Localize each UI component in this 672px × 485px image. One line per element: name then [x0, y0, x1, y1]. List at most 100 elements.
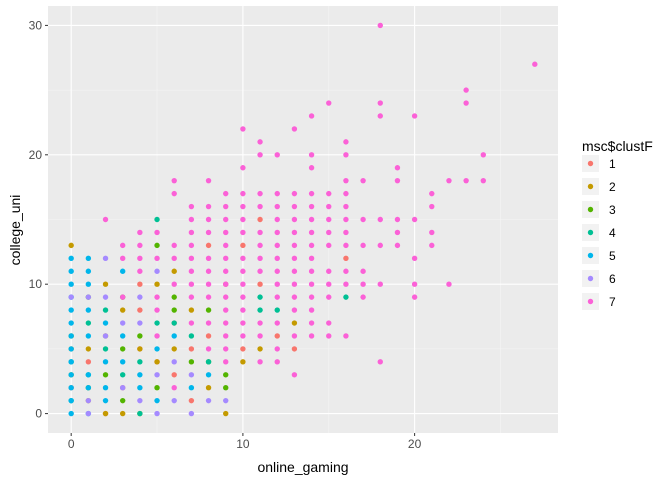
data-point-cluster-7: [429, 242, 435, 249]
data-point-cluster-7: [223, 333, 229, 339]
data-point-cluster-7: [205, 255, 212, 262]
data-point-cluster-7: [429, 190, 435, 197]
data-point-cluster-5: [85, 372, 92, 378]
data-point-cluster-4: [119, 372, 126, 378]
data-point-cluster-2: [119, 410, 126, 417]
y-tick-label: 30: [29, 18, 43, 32]
data-point-cluster-7: [171, 177, 177, 184]
data-point-cluster-5: [102, 359, 109, 365]
legend-label-2: 2: [609, 180, 616, 194]
data-points: [68, 22, 538, 417]
data-point-cluster-7: [102, 216, 109, 223]
data-point-cluster-7: [240, 216, 246, 223]
data-point-cluster-4: [154, 320, 160, 326]
data-point-cluster-7: [291, 333, 298, 339]
data-point-cluster-7: [463, 100, 469, 106]
data-point-cluster-1: [274, 333, 280, 339]
data-point-cluster-5: [171, 333, 177, 339]
data-point-cluster-7: [343, 216, 349, 223]
legend-swatch-7: [587, 298, 594, 305]
data-point-cluster-7: [326, 268, 332, 274]
data-point-cluster-7: [274, 268, 280, 274]
data-point-cluster-7: [223, 346, 229, 352]
data-point-cluster-7: [308, 281, 315, 287]
data-point-cluster-5: [85, 385, 92, 391]
data-point-cluster-7: [171, 242, 177, 249]
data-point-cluster-7: [308, 113, 315, 119]
data-point-cluster-6: [171, 359, 177, 365]
data-point-cluster-5: [68, 346, 74, 352]
data-point-cluster-7: [446, 281, 452, 287]
data-point-cluster-2: [119, 307, 126, 313]
data-point-cluster-7: [171, 281, 177, 287]
data-point-cluster-7: [360, 177, 366, 184]
data-point-cluster-5: [154, 346, 160, 352]
data-point-cluster-7: [154, 294, 160, 300]
legend-swatch-2: [587, 183, 594, 190]
data-point-cluster-5: [137, 385, 143, 391]
data-point-cluster-7: [308, 307, 315, 313]
data-point-cluster-7: [394, 229, 401, 236]
data-point-cluster-7: [240, 255, 246, 262]
data-point-cluster-7: [377, 242, 383, 249]
data-point-cluster-7: [274, 242, 280, 249]
data-point-cluster-7: [308, 333, 315, 339]
data-point-cluster-5: [205, 372, 212, 378]
data-point-cluster-7: [240, 203, 246, 210]
data-point-cluster-1: [137, 307, 143, 313]
data-point-cluster-3: [188, 359, 195, 365]
data-point-cluster-1: [85, 359, 92, 365]
data-point-cluster-7: [257, 255, 263, 262]
data-point-cluster-7: [188, 281, 195, 287]
data-point-cluster-7: [240, 126, 246, 132]
x-axis-label: online_gaming: [257, 459, 348, 475]
data-point-cluster-2: [291, 320, 298, 326]
data-point-cluster-7: [291, 229, 298, 236]
data-point-cluster-7: [154, 333, 160, 339]
data-point-cluster-5: [119, 359, 126, 365]
data-point-cluster-1: [188, 346, 195, 352]
data-point-cluster-2: [85, 346, 92, 352]
data-point-cluster-1: [171, 372, 177, 378]
data-point-cluster-2: [257, 346, 263, 352]
data-point-cluster-7: [291, 268, 298, 274]
y-axis-ticks: 0 10 20 30: [29, 18, 48, 421]
data-point-cluster-7: [274, 320, 280, 326]
legend-label-4: 4: [609, 226, 616, 240]
data-point-cluster-7: [257, 359, 263, 365]
data-point-cluster-1: [257, 216, 263, 223]
data-point-cluster-7: [154, 307, 160, 313]
data-point-cluster-5: [68, 307, 74, 313]
data-point-cluster-7: [240, 268, 246, 274]
data-point-cluster-7: [205, 281, 212, 287]
data-point-cluster-5: [68, 320, 74, 326]
data-point-cluster-2: [154, 359, 160, 365]
data-point-cluster-7: [343, 268, 349, 274]
data-point-cluster-7: [257, 152, 263, 158]
data-point-cluster-7: [119, 242, 126, 249]
data-point-cluster-1: [240, 242, 246, 249]
data-point-cluster-7: [223, 229, 229, 236]
data-point-cluster-7: [308, 152, 315, 158]
data-point-cluster-7: [326, 229, 332, 236]
data-point-cluster-2: [223, 410, 229, 417]
data-point-cluster-6: [102, 333, 109, 339]
data-point-cluster-7: [360, 281, 366, 287]
data-point-cluster-2: [137, 346, 143, 352]
data-point-cluster-7: [274, 281, 280, 287]
data-point-cluster-7: [223, 242, 229, 249]
data-point-cluster-5: [137, 372, 143, 378]
data-point-cluster-1: [137, 281, 143, 287]
data-point-cluster-7: [308, 255, 315, 262]
data-point-cluster-7: [291, 242, 298, 249]
data-point-cluster-7: [446, 177, 452, 184]
data-point-cluster-7: [326, 294, 332, 300]
data-point-cluster-4: [137, 359, 143, 365]
data-point-cluster-7: [326, 216, 332, 223]
data-point-cluster-7: [308, 320, 315, 326]
data-point-cluster-7: [394, 242, 401, 249]
data-point-cluster-7: [274, 216, 280, 223]
data-point-cluster-7: [377, 281, 383, 287]
data-point-cluster-7: [308, 165, 315, 171]
data-point-cluster-5: [102, 385, 109, 391]
